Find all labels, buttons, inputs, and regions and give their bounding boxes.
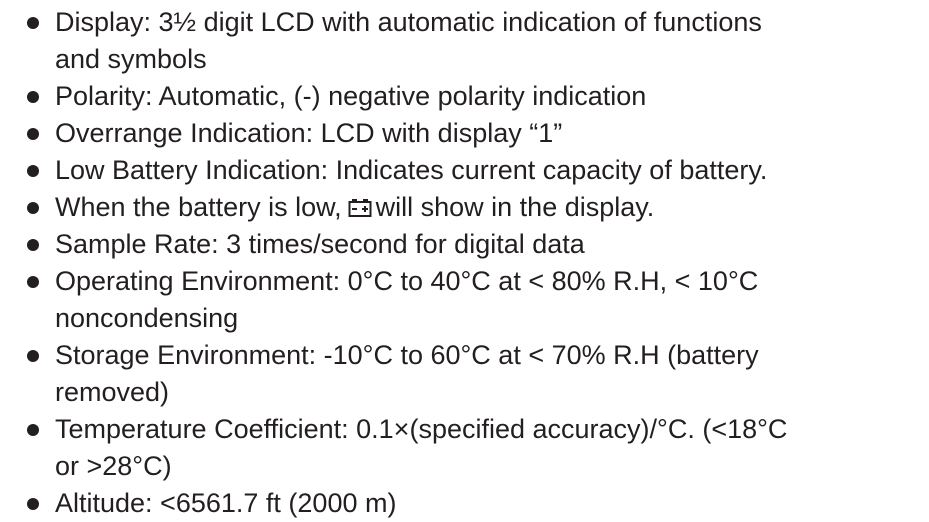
- list-item-text: Operating Environment: 0°C to 40°C at < …: [55, 266, 759, 296]
- list-item-text-part: When the battery is low,: [55, 192, 342, 222]
- bullet: [27, 201, 39, 214]
- list-item-text: Sample Rate: 3 times/second for digital …: [55, 229, 585, 259]
- list-item-text: removed): [55, 377, 170, 407]
- list-item-text: Overrange Indication: LCD with display “…: [55, 118, 563, 148]
- battery-icon-svg: [348, 199, 372, 217]
- bullet: [27, 164, 39, 177]
- list-item-text: Polarity: Automatic, (-) negative polari…: [55, 81, 647, 111]
- battery-icon: [348, 191, 372, 228]
- list-item-text: When the battery is low, will show in the…: [55, 189, 654, 226]
- list-item-text-part: will show in the display.: [375, 192, 655, 222]
- bullet: [27, 127, 39, 140]
- bullet: [27, 275, 39, 288]
- list-item-text: Altitude: <6561.7 ft (2000 m): [55, 488, 397, 518]
- bullet: [27, 497, 39, 510]
- bullet: [27, 16, 39, 29]
- list-item-text: noncondensing: [55, 303, 239, 333]
- bullet: [27, 349, 39, 362]
- list-item-text: Storage Environment: -10°C to 60°C at < …: [55, 340, 759, 370]
- bullet: [27, 90, 39, 103]
- list-item-text: Low Battery Indication: Indicates curren…: [55, 155, 768, 185]
- bullet: [27, 238, 39, 251]
- list-item-text: Temperature Coefficient: 0.1×(specified …: [55, 414, 788, 444]
- bullet: [27, 423, 39, 436]
- list-item-text: and symbols: [55, 44, 207, 74]
- list-item-text: Display: 3½ digit LCD with automatic ind…: [55, 7, 762, 37]
- list-item-text: or >28°C): [55, 451, 172, 481]
